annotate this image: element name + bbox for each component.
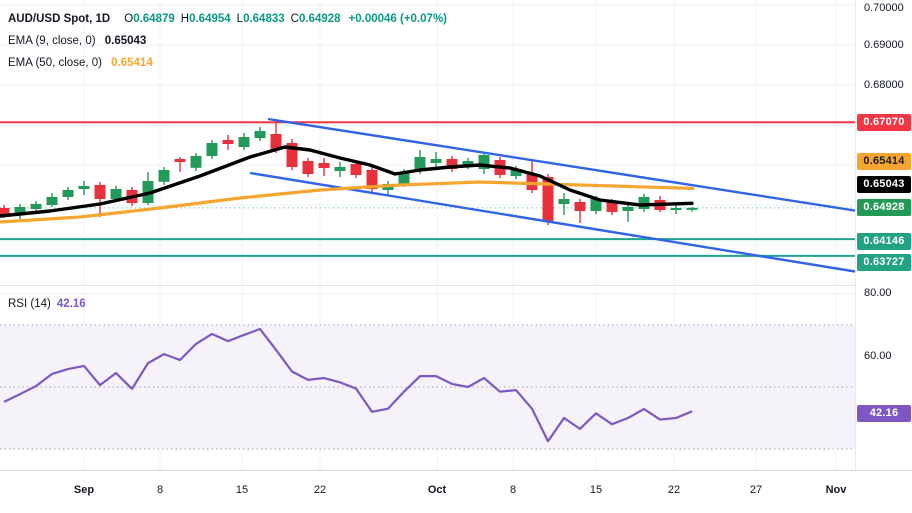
rsi-value: 42.16 — [56, 298, 86, 310]
change-readout: +0.00046 (+0.07%) — [348, 13, 447, 25]
candle-body — [574, 202, 586, 211]
candle-body — [318, 163, 330, 168]
axis-tick-0.68000: 0.68000 — [864, 79, 904, 91]
ema50-row: EMA (50, close, 0) 0.65414 — [8, 52, 447, 74]
candle-body — [110, 189, 122, 199]
axis-tick-0.69000: 0.69000 — [864, 39, 904, 51]
candle-body — [670, 208, 682, 210]
time-label-15: 15 — [589, 484, 603, 496]
support1-price-badge: 0.64146 — [857, 232, 911, 250]
candle-body — [174, 159, 186, 162]
candle-body — [78, 186, 90, 189]
ema50-value: 0.65414 — [111, 57, 153, 69]
ema50-line — [0, 180, 695, 224]
candle-body — [62, 190, 74, 197]
price-pane[interactable]: AUD/USD Spot, 1D O0.64879 H0.64954 L0.64833… — [0, 0, 855, 285]
candle-body — [46, 197, 58, 205]
candle-body — [334, 167, 346, 171]
candle-body — [0, 208, 10, 215]
rsi-label: RSI (14) — [8, 298, 51, 310]
support2-price-badge: 0.63727 — [857, 253, 911, 271]
last-price-badge: 0.64928 — [857, 198, 911, 216]
ohlc-value-C: 0.64928 — [298, 13, 341, 25]
candle-body — [94, 185, 106, 199]
rsi-legend: RSI (14) 42.16 — [8, 298, 86, 310]
time-label-15: 15 — [235, 484, 249, 496]
candle-body — [158, 170, 170, 182]
rsi-chart-canvas[interactable] — [0, 286, 855, 470]
ohlc-key-H: H — [180, 13, 190, 25]
candle-body — [30, 204, 42, 209]
rsi-pane[interactable]: RSI (14) 42.16 — [0, 285, 855, 471]
ohlc-key-L: L — [236, 13, 244, 25]
ohlc-key-O: O — [124, 13, 134, 25]
candle-body — [686, 207, 698, 210]
candle-body — [350, 164, 362, 175]
axis-tick-0.70000: 0.70000 — [864, 2, 904, 14]
candles — [0, 121, 698, 225]
time-label-27: 27 — [749, 484, 763, 496]
candle-body — [510, 169, 522, 176]
rsi-line — [3, 327, 693, 443]
candle-body — [462, 161, 474, 166]
candle-body — [286, 143, 298, 167]
channel-upper-line[interactable] — [267, 117, 855, 212]
candle-body — [270, 134, 282, 150]
ema9-row: EMA (9, close, 0) 0.65043 — [8, 30, 447, 52]
ema9-value: 0.65043 — [104, 35, 147, 47]
candle-body — [430, 159, 442, 163]
candle-body — [606, 202, 618, 212]
candle-body — [558, 199, 570, 204]
ema9-line — [0, 145, 694, 218]
symbol-row: AUD/USD Spot, 1D O0.64879 H0.64954 L0.64833… — [8, 8, 447, 30]
ema50-price-badge: 0.65414 — [857, 152, 911, 170]
candle-body — [542, 177, 554, 222]
candle-body — [254, 131, 266, 138]
rsi-value-badge: 42.16 — [857, 404, 911, 422]
axis-tick-60.00: 60.00 — [864, 350, 892, 362]
ohlc-value-O: 0.64879 — [133, 13, 175, 25]
ema50-label: EMA (50, close, 0) — [8, 57, 102, 69]
candle-body — [414, 157, 426, 171]
time-axis[interactable]: Sep 8 15 22 Oct 8 15 22 27 Nov — [0, 470, 912, 513]
ohlc-readout: O0.64879 H0.64954 L0.64833 C0.64928 — [118, 13, 340, 25]
time-label-22: 22 — [313, 484, 327, 496]
candle-body — [302, 161, 314, 174]
chart-legend: AUD/USD Spot, 1D O0.64879 H0.64954 L0.64833… — [8, 8, 447, 74]
time-label-Oct: Oct — [427, 484, 447, 496]
resistance-price-badge: 0.67070 — [857, 113, 911, 131]
time-label-22: 22 — [667, 484, 681, 496]
time-label-Nov: Nov — [825, 484, 847, 496]
candle-body — [190, 156, 202, 168]
time-label-Sep: Sep — [73, 484, 95, 496]
candle-body — [238, 137, 250, 147]
candle-body — [638, 197, 650, 209]
ohlc-value-H: 0.64954 — [189, 13, 231, 25]
time-label-8: 8 — [509, 484, 517, 496]
candle-body — [590, 199, 602, 211]
price-chart-canvas[interactable] — [0, 0, 855, 285]
axis-tick-80.00: 80.00 — [864, 287, 892, 299]
candle-body — [622, 207, 634, 211]
ema9-label: EMA (9, close, 0) — [8, 35, 96, 47]
ema9-price-badge: 0.65043 — [857, 175, 911, 193]
candle-body — [446, 159, 458, 169]
candle-body — [398, 172, 410, 184]
symbol-title: AUD/USD Spot, 1D — [8, 13, 111, 25]
candle-body — [366, 170, 378, 189]
candle-body — [206, 143, 218, 156]
candle-body — [14, 207, 26, 214]
candle-body — [478, 155, 490, 169]
price-axis[interactable]: 0.70000 0.69000 0.68000 80.00 60.00 0.67070 0.… — [855, 0, 912, 470]
ohlc-key-C: C — [290, 13, 299, 25]
candle-body — [222, 140, 234, 144]
ohlc-value-L: 0.64833 — [243, 13, 285, 25]
time-label-8: 8 — [156, 484, 164, 496]
